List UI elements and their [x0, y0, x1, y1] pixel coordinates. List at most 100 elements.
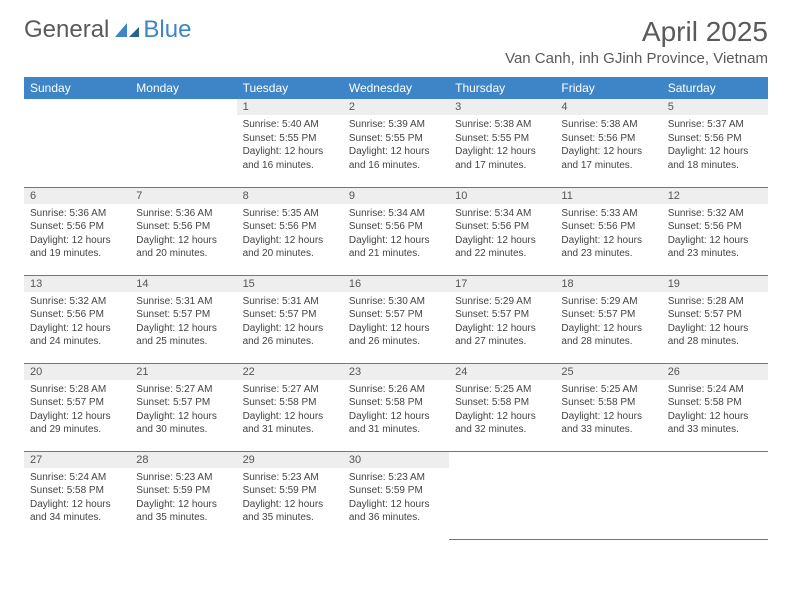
- sunrise-text: Sunrise: 5:35 AM: [243, 207, 337, 221]
- weekday-header: Tuesday: [237, 77, 343, 99]
- daylight-text: Daylight: 12 hours and 26 minutes.: [349, 322, 443, 349]
- day-number: 23: [343, 364, 449, 380]
- sunrise-text: Sunrise: 5:36 AM: [136, 207, 230, 221]
- sunrise-text: Sunrise: 5:30 AM: [349, 295, 443, 309]
- day-number: 29: [237, 452, 343, 468]
- daylight-text: Daylight: 12 hours and 26 minutes.: [243, 322, 337, 349]
- day-content: Sunrise: 5:40 AMSunset: 5:55 PMDaylight:…: [237, 115, 343, 175]
- sunrise-text: Sunrise: 5:23 AM: [136, 471, 230, 485]
- calendar-week-row: 20Sunrise: 5:28 AMSunset: 5:57 PMDayligh…: [24, 363, 768, 451]
- sunset-text: Sunset: 5:57 PM: [136, 308, 230, 322]
- calendar-cell: 14Sunrise: 5:31 AMSunset: 5:57 PMDayligh…: [130, 275, 236, 363]
- month-title: April 2025: [505, 16, 768, 48]
- sunset-text: Sunset: 5:55 PM: [243, 132, 337, 146]
- day-content: Sunrise: 5:23 AMSunset: 5:59 PMDaylight:…: [237, 468, 343, 528]
- day-content: Sunrise: 5:34 AMSunset: 5:56 PMDaylight:…: [343, 204, 449, 264]
- sunrise-text: Sunrise: 5:38 AM: [455, 118, 549, 132]
- daylight-text: Daylight: 12 hours and 16 minutes.: [349, 145, 443, 172]
- daylight-text: Daylight: 12 hours and 25 minutes.: [136, 322, 230, 349]
- sunrise-text: Sunrise: 5:27 AM: [243, 383, 337, 397]
- calendar-cell: 8Sunrise: 5:35 AMSunset: 5:56 PMDaylight…: [237, 187, 343, 275]
- sunrise-text: Sunrise: 5:28 AM: [668, 295, 762, 309]
- day-number: 1: [237, 99, 343, 115]
- day-number: 12: [662, 188, 768, 204]
- sunset-text: Sunset: 5:58 PM: [30, 484, 124, 498]
- day-number: 7: [130, 188, 236, 204]
- day-content: Sunrise: 5:33 AMSunset: 5:56 PMDaylight:…: [555, 204, 661, 264]
- weekday-header-row: Sunday Monday Tuesday Wednesday Thursday…: [24, 77, 768, 99]
- sunrise-text: Sunrise: 5:31 AM: [136, 295, 230, 309]
- day-content: Sunrise: 5:39 AMSunset: 5:55 PMDaylight:…: [343, 115, 449, 175]
- daylight-text: Daylight: 12 hours and 19 minutes.: [30, 234, 124, 261]
- day-number: 6: [24, 188, 130, 204]
- sunset-text: Sunset: 5:55 PM: [455, 132, 549, 146]
- day-content: Sunrise: 5:36 AMSunset: 5:56 PMDaylight:…: [130, 204, 236, 264]
- sunset-text: Sunset: 5:55 PM: [349, 132, 443, 146]
- sunset-text: Sunset: 5:56 PM: [30, 220, 124, 234]
- weekday-header: Friday: [555, 77, 661, 99]
- calendar-cell: [555, 451, 661, 539]
- sunrise-text: Sunrise: 5:36 AM: [30, 207, 124, 221]
- day-content: Sunrise: 5:31 AMSunset: 5:57 PMDaylight:…: [237, 292, 343, 352]
- sunset-text: Sunset: 5:56 PM: [561, 132, 655, 146]
- daylight-text: Daylight: 12 hours and 18 minutes.: [668, 145, 762, 172]
- calendar-cell: [662, 451, 768, 539]
- day-content: Sunrise: 5:23 AMSunset: 5:59 PMDaylight:…: [343, 468, 449, 528]
- calendar-cell: 30Sunrise: 5:23 AMSunset: 5:59 PMDayligh…: [343, 451, 449, 539]
- calendar-cell: 27Sunrise: 5:24 AMSunset: 5:58 PMDayligh…: [24, 451, 130, 539]
- weekday-header: Wednesday: [343, 77, 449, 99]
- day-content: Sunrise: 5:38 AMSunset: 5:56 PMDaylight:…: [555, 115, 661, 175]
- sunset-text: Sunset: 5:57 PM: [455, 308, 549, 322]
- header: General Blue April 2025 Van Canh, inh GJ…: [0, 0, 792, 71]
- calendar-cell: [130, 99, 236, 187]
- logo-text-blue: Blue: [143, 16, 191, 44]
- sunset-text: Sunset: 5:57 PM: [30, 396, 124, 410]
- sunrise-text: Sunrise: 5:23 AM: [349, 471, 443, 485]
- daylight-text: Daylight: 12 hours and 33 minutes.: [561, 410, 655, 437]
- sunset-text: Sunset: 5:56 PM: [668, 220, 762, 234]
- calendar-cell: 7Sunrise: 5:36 AMSunset: 5:56 PMDaylight…: [130, 187, 236, 275]
- sunrise-text: Sunrise: 5:27 AM: [136, 383, 230, 397]
- daylight-text: Daylight: 12 hours and 35 minutes.: [243, 498, 337, 525]
- daylight-text: Daylight: 12 hours and 27 minutes.: [455, 322, 549, 349]
- daylight-text: Daylight: 12 hours and 33 minutes.: [668, 410, 762, 437]
- day-number: 18: [555, 276, 661, 292]
- calendar-cell: 18Sunrise: 5:29 AMSunset: 5:57 PMDayligh…: [555, 275, 661, 363]
- day-number: 10: [449, 188, 555, 204]
- calendar-cell: 17Sunrise: 5:29 AMSunset: 5:57 PMDayligh…: [449, 275, 555, 363]
- daylight-text: Daylight: 12 hours and 28 minutes.: [561, 322, 655, 349]
- sunrise-text: Sunrise: 5:25 AM: [561, 383, 655, 397]
- sunset-text: Sunset: 5:56 PM: [455, 220, 549, 234]
- day-content: Sunrise: 5:25 AMSunset: 5:58 PMDaylight:…: [449, 380, 555, 440]
- day-content: Sunrise: 5:34 AMSunset: 5:56 PMDaylight:…: [449, 204, 555, 264]
- sunset-text: Sunset: 5:58 PM: [349, 396, 443, 410]
- calendar-cell: 29Sunrise: 5:23 AMSunset: 5:59 PMDayligh…: [237, 451, 343, 539]
- sunset-text: Sunset: 5:57 PM: [349, 308, 443, 322]
- day-content: Sunrise: 5:27 AMSunset: 5:57 PMDaylight:…: [130, 380, 236, 440]
- day-number: 15: [237, 276, 343, 292]
- calendar-cell: 9Sunrise: 5:34 AMSunset: 5:56 PMDaylight…: [343, 187, 449, 275]
- calendar-cell: 13Sunrise: 5:32 AMSunset: 5:56 PMDayligh…: [24, 275, 130, 363]
- calendar-cell: 3Sunrise: 5:38 AMSunset: 5:55 PMDaylight…: [449, 99, 555, 187]
- day-number: 30: [343, 452, 449, 468]
- day-content: Sunrise: 5:38 AMSunset: 5:55 PMDaylight:…: [449, 115, 555, 175]
- calendar-cell: 23Sunrise: 5:26 AMSunset: 5:58 PMDayligh…: [343, 363, 449, 451]
- logo-sail-icon: [113, 21, 141, 39]
- day-content: Sunrise: 5:32 AMSunset: 5:56 PMDaylight:…: [24, 292, 130, 352]
- daylight-text: Daylight: 12 hours and 32 minutes.: [455, 410, 549, 437]
- day-content: Sunrise: 5:23 AMSunset: 5:59 PMDaylight:…: [130, 468, 236, 528]
- day-content: Sunrise: 5:35 AMSunset: 5:56 PMDaylight:…: [237, 204, 343, 264]
- calendar-cell: 6 Sunrise: 5:36 AMSunset: 5:56 PMDaylight…: [24, 187, 130, 275]
- calendar-cell: 16Sunrise: 5:30 AMSunset: 5:57 PMDayligh…: [343, 275, 449, 363]
- calendar-cell: 10Sunrise: 5:34 AMSunset: 5:56 PMDayligh…: [449, 187, 555, 275]
- calendar-week-row: 1Sunrise: 5:40 AMSunset: 5:55 PMDaylight…: [24, 99, 768, 187]
- day-number: 2: [343, 99, 449, 115]
- sunrise-text: Sunrise: 5:29 AM: [561, 295, 655, 309]
- sunset-text: Sunset: 5:58 PM: [455, 396, 549, 410]
- daylight-text: Daylight: 12 hours and 30 minutes.: [136, 410, 230, 437]
- day-number: 5: [662, 99, 768, 115]
- daylight-text: Daylight: 12 hours and 36 minutes.: [349, 498, 443, 525]
- calendar-cell: 26Sunrise: 5:24 AMSunset: 5:58 PMDayligh…: [662, 363, 768, 451]
- day-number: 3: [449, 99, 555, 115]
- sunset-text: Sunset: 5:56 PM: [668, 132, 762, 146]
